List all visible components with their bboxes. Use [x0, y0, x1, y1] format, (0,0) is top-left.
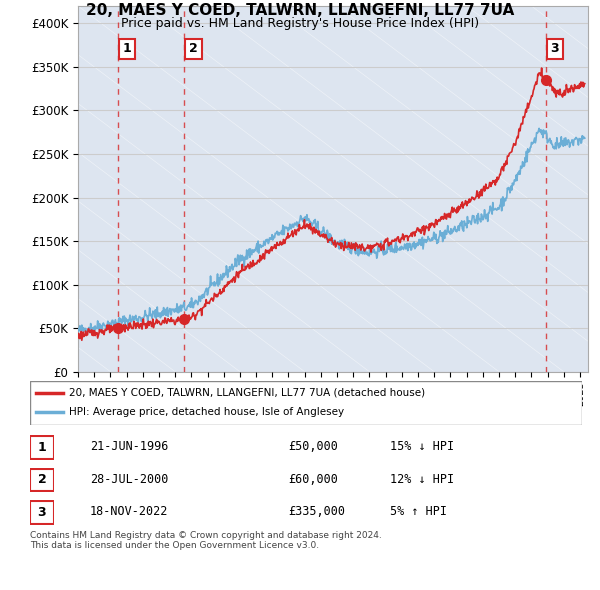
Text: 5% ↑ HPI: 5% ↑ HPI [390, 505, 447, 519]
FancyBboxPatch shape [0, 0, 600, 481]
Text: 28-JUL-2000: 28-JUL-2000 [90, 473, 169, 486]
FancyBboxPatch shape [30, 502, 54, 523]
Text: HPI: Average price, detached house, Isle of Anglesey: HPI: Average price, detached house, Isle… [68, 408, 344, 417]
Text: 12% ↓ HPI: 12% ↓ HPI [390, 473, 454, 486]
FancyBboxPatch shape [30, 381, 582, 425]
Text: 1: 1 [38, 441, 46, 454]
Text: 21-JUN-1996: 21-JUN-1996 [90, 440, 169, 454]
Text: 20, MAES Y COED, TALWRN, LLANGEFNI, LL77 7UA (detached house): 20, MAES Y COED, TALWRN, LLANGEFNI, LL77… [68, 388, 425, 398]
Text: 2: 2 [38, 473, 46, 487]
Text: £335,000: £335,000 [288, 505, 345, 519]
Text: 15% ↓ HPI: 15% ↓ HPI [390, 440, 454, 454]
FancyBboxPatch shape [30, 469, 54, 491]
Text: 3: 3 [38, 506, 46, 519]
Text: 20, MAES Y COED, TALWRN, LLANGEFNI, LL77 7UA: 20, MAES Y COED, TALWRN, LLANGEFNI, LL77… [86, 3, 514, 18]
Text: Contains HM Land Registry data © Crown copyright and database right 2024.
This d: Contains HM Land Registry data © Crown c… [30, 531, 382, 550]
Text: £50,000: £50,000 [288, 440, 338, 454]
Text: £60,000: £60,000 [288, 473, 338, 486]
Text: Price paid vs. HM Land Registry's House Price Index (HPI): Price paid vs. HM Land Registry's House … [121, 17, 479, 30]
Text: 3: 3 [550, 42, 559, 55]
Text: 2: 2 [189, 42, 198, 55]
FancyBboxPatch shape [30, 437, 54, 458]
Text: 1: 1 [123, 42, 131, 55]
Text: 18-NOV-2022: 18-NOV-2022 [90, 505, 169, 519]
